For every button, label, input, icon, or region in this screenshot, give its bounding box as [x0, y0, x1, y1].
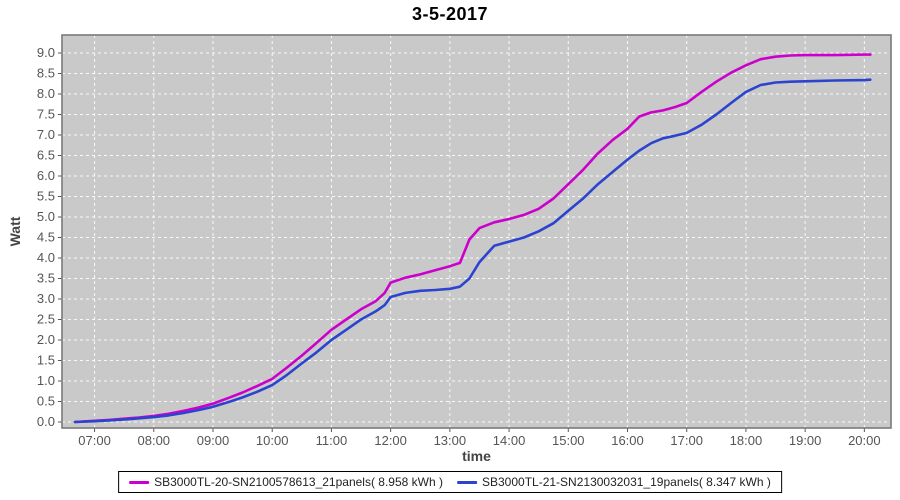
series-1-label: SB3000TL-21-SN2130032031_19panels( 8.347…: [482, 475, 771, 489]
x-tick-label: 14:00: [493, 433, 526, 448]
x-tick-label: 19:00: [789, 433, 822, 448]
legend-item-series-1: SB3000TL-21-SN2130032031_19panels( 8.347…: [457, 475, 771, 489]
y-tick-label: 7.5: [37, 107, 55, 122]
x-axis-title: time: [462, 448, 491, 464]
x-tick-label: 11:00: [316, 433, 348, 448]
legend-item-series-0: SB3000TL-20-SN2100578613_21panels( 8.958…: [129, 475, 443, 489]
y-tick-label: 4.0: [37, 250, 55, 265]
x-tick-label: 17:00: [670, 433, 703, 448]
series-line-0: [73, 53, 872, 424]
x-tick-label: 12:00: [374, 433, 407, 448]
y-tick-label: 3.0: [37, 291, 55, 306]
y-tick-label: 5.5: [37, 189, 55, 204]
y-tick-label: 8.0: [37, 86, 55, 101]
y-tick-label: 9.0: [37, 45, 55, 60]
y-tick-label: 2.5: [37, 312, 55, 327]
legend-box: SB3000TL-20-SN2100578613_21panels( 8.958…: [118, 471, 782, 493]
x-tick-label: 15:00: [552, 433, 585, 448]
series-0-label: SB3000TL-20-SN2100578613_21panels( 8.958…: [154, 475, 443, 489]
y-tick-label: 1.5: [37, 353, 55, 368]
y-tick-label: 7.0: [37, 127, 55, 142]
series-0-line-swatch: [129, 480, 150, 484]
y-tick-label: 5.0: [37, 209, 55, 224]
x-tick-label: 10:00: [256, 433, 289, 448]
y-tick-label: 0.5: [37, 394, 55, 409]
y-tick-label: 8.5: [37, 66, 55, 81]
x-tick-label: 07:00: [78, 433, 111, 448]
y-tick-label: 1.0: [37, 373, 55, 388]
plot-border: [61, 34, 892, 429]
chart-title: 3-5-2017: [411, 4, 489, 24]
y-tick-label: 6.0: [37, 168, 55, 183]
x-tick-label: 08:00: [138, 433, 171, 448]
y-tick-label: 0.0: [37, 414, 55, 429]
y-axis-title: Watt: [7, 216, 23, 246]
x-tick-label: 20:00: [848, 433, 881, 448]
x-tick-label: 09:00: [197, 433, 230, 448]
x-tick-label: 18:00: [730, 433, 763, 448]
y-tick-label: 2.0: [37, 332, 55, 347]
x-tick-label: 16:00: [611, 433, 644, 448]
series-line-1: [73, 78, 872, 424]
x-tick-label: 13:00: [434, 433, 467, 448]
series-1-line-swatch: [457, 480, 477, 484]
y-tick-label: 6.5: [37, 148, 55, 163]
y-tick-label: 3.5: [37, 271, 55, 286]
y-tick-label: 4.5: [37, 230, 55, 245]
